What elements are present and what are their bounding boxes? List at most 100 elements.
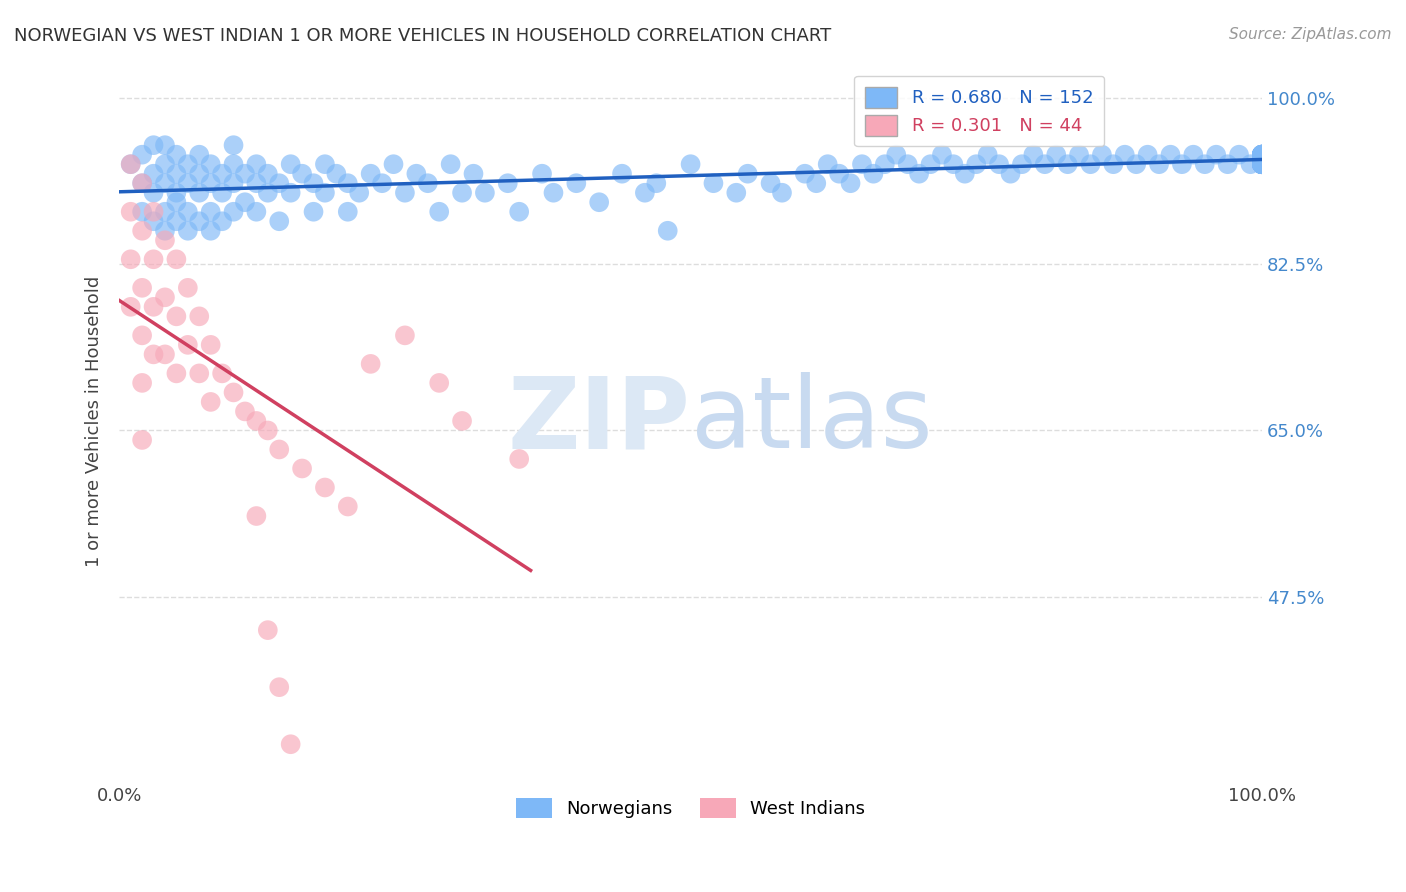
Point — [200, 224, 222, 238]
Point — [120, 157, 142, 171]
Point — [759, 176, 782, 190]
Point — [336, 500, 359, 514]
Point — [314, 481, 336, 495]
Point — [245, 157, 267, 171]
Point — [222, 157, 245, 171]
Point — [1251, 147, 1274, 161]
Point — [120, 204, 142, 219]
Point — [347, 186, 370, 200]
Point — [1125, 157, 1147, 171]
Point — [165, 214, 187, 228]
Point — [222, 204, 245, 219]
Point — [211, 167, 233, 181]
Point — [280, 157, 302, 171]
Point — [543, 186, 565, 200]
Point — [1114, 147, 1136, 161]
Point — [1251, 147, 1274, 161]
Point — [302, 204, 325, 219]
Point — [931, 147, 953, 161]
Point — [1194, 157, 1216, 171]
Point — [269, 214, 291, 228]
Text: ZIP: ZIP — [508, 373, 690, 469]
Legend: Norwegians, West Indians: Norwegians, West Indians — [509, 790, 873, 826]
Point — [988, 157, 1011, 171]
Point — [256, 623, 278, 637]
Point — [153, 204, 176, 219]
Point — [1022, 147, 1045, 161]
Point — [177, 281, 200, 295]
Point — [233, 404, 256, 418]
Point — [153, 224, 176, 238]
Point — [1251, 147, 1274, 161]
Point — [131, 376, 153, 390]
Point — [657, 224, 679, 238]
Point — [817, 157, 839, 171]
Point — [200, 204, 222, 219]
Point — [256, 424, 278, 438]
Point — [976, 147, 998, 161]
Point — [200, 395, 222, 409]
Point — [371, 176, 394, 190]
Point — [1251, 157, 1274, 171]
Point — [222, 385, 245, 400]
Point — [291, 461, 314, 475]
Point — [336, 176, 359, 190]
Point — [165, 167, 187, 181]
Point — [1033, 157, 1056, 171]
Point — [839, 176, 862, 190]
Point — [496, 176, 519, 190]
Point — [737, 167, 759, 181]
Point — [1045, 147, 1067, 161]
Point — [153, 176, 176, 190]
Point — [873, 157, 896, 171]
Point — [679, 157, 702, 171]
Point — [1251, 157, 1274, 171]
Point — [245, 509, 267, 524]
Point — [531, 167, 554, 181]
Point — [508, 452, 530, 467]
Point — [942, 157, 965, 171]
Point — [233, 167, 256, 181]
Point — [360, 357, 382, 371]
Point — [440, 157, 463, 171]
Point — [588, 195, 610, 210]
Point — [610, 167, 633, 181]
Point — [394, 328, 416, 343]
Point — [245, 204, 267, 219]
Point — [131, 224, 153, 238]
Point — [245, 176, 267, 190]
Point — [394, 186, 416, 200]
Point — [463, 167, 485, 181]
Point — [427, 204, 450, 219]
Point — [153, 233, 176, 247]
Point — [1239, 157, 1261, 171]
Point — [120, 300, 142, 314]
Point — [897, 157, 920, 171]
Point — [177, 176, 200, 190]
Point — [256, 167, 278, 181]
Point — [1227, 147, 1250, 161]
Point — [427, 376, 450, 390]
Point — [211, 186, 233, 200]
Point — [451, 186, 474, 200]
Point — [884, 147, 907, 161]
Point — [1251, 147, 1274, 161]
Point — [200, 157, 222, 171]
Point — [142, 138, 165, 153]
Point — [1067, 147, 1090, 161]
Point — [188, 214, 211, 228]
Point — [1216, 157, 1239, 171]
Point — [1171, 157, 1194, 171]
Point — [1251, 157, 1274, 171]
Point — [862, 167, 884, 181]
Point — [131, 176, 153, 190]
Point — [188, 147, 211, 161]
Point — [211, 214, 233, 228]
Point — [1251, 157, 1274, 171]
Point — [188, 310, 211, 324]
Point — [405, 167, 427, 181]
Point — [1056, 157, 1078, 171]
Point — [908, 167, 931, 181]
Point — [474, 186, 496, 200]
Point — [269, 680, 291, 694]
